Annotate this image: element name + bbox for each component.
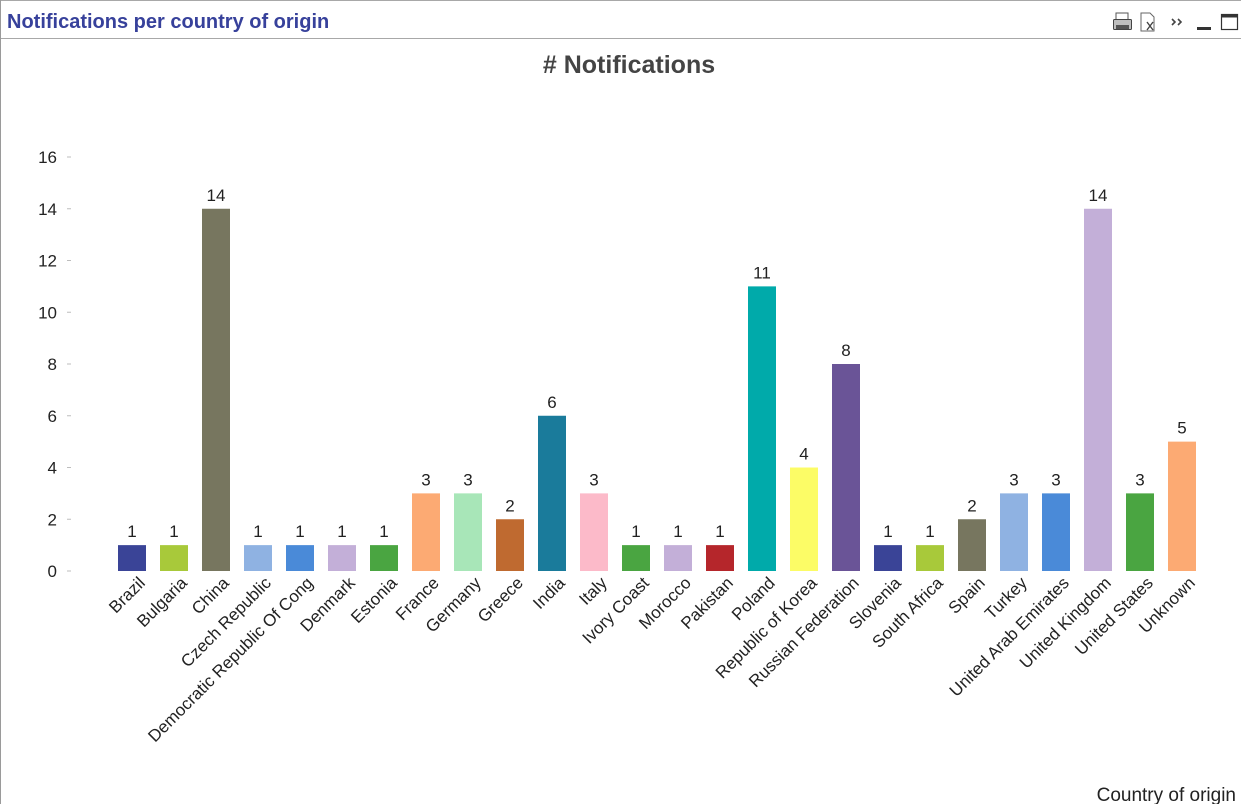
bar[interactable] [538,415,566,571]
bar[interactable] [1168,441,1196,571]
bar[interactable] [1042,493,1070,571]
bar[interactable] [580,493,608,571]
bar[interactable] [412,493,440,571]
data-label: 1 [673,522,682,541]
data-label: 1 [715,522,724,541]
bar[interactable] [202,208,230,571]
y-tick-label: 2 [48,510,57,529]
y-tick-label: 16 [38,148,57,167]
x-tick-label: Italy [575,573,611,609]
data-label: 5 [1177,419,1186,438]
caption-tools [1112,11,1241,33]
data-label: 1 [253,522,262,541]
data-label: 8 [841,341,850,360]
window-caption-bar[interactable]: Notifications per country of origin [1,0,1241,39]
data-label: 1 [337,522,346,541]
data-label: 1 [127,522,136,541]
data-label: 1 [925,522,934,541]
y-tick-label: 10 [38,303,57,322]
data-label: 3 [463,470,472,489]
data-label: 1 [379,522,388,541]
chart-title: # Notifications [543,51,715,79]
bar[interactable] [244,545,272,571]
bar[interactable] [790,467,818,572]
bar[interactable] [370,545,398,571]
data-label: 3 [1051,470,1060,489]
data-label: 14 [1089,186,1108,205]
x-tick-label: Greece [474,573,527,626]
y-tick-label: 6 [48,407,57,426]
send-to-excel-icon[interactable] [1138,11,1160,33]
data-label: 1 [295,522,304,541]
bar[interactable] [160,545,188,571]
x-tick-label: Estonia [347,573,401,627]
bar[interactable] [496,519,524,571]
data-label: 4 [799,445,808,464]
bar[interactable] [832,364,860,571]
data-label: 3 [421,470,430,489]
bar[interactable] [118,545,146,571]
data-label: 1 [169,522,178,541]
data-label: 14 [207,186,226,205]
x-axis-title: Country of origin [1097,785,1236,804]
bar[interactable] [1084,208,1112,571]
more-options-icon[interactable] [1168,11,1188,33]
maximize-icon[interactable] [1218,11,1241,33]
y-axis: 0 2 4 6 8 10 12 14 16 [38,148,71,581]
bar[interactable] [622,545,650,571]
y-tick-label: 12 [38,252,57,271]
window-title: Notifications per country of origin [7,11,330,33]
y-tick-label: 4 [48,459,57,478]
x-tick-label: India [529,573,569,613]
data-label: 3 [589,470,598,489]
data-label: 11 [753,263,771,282]
data-label: 2 [967,496,976,515]
bar[interactable] [1126,493,1154,571]
bars [118,208,1196,572]
bar[interactable] [874,545,902,571]
minimize-icon[interactable] [1194,11,1214,33]
bar[interactable] [1000,493,1028,571]
y-tick-label: 0 [48,562,57,581]
data-label: 6 [547,393,556,412]
bar[interactable] [748,286,776,571]
y-tick-label: 14 [38,200,57,219]
bar[interactable] [328,545,356,571]
print-icon[interactable] [1112,11,1134,33]
bar[interactable] [706,545,734,571]
data-label: 2 [505,496,514,515]
bar[interactable] [916,545,944,571]
y-tick-label: 8 [48,355,57,374]
data-label: 3 [1135,470,1144,489]
bar[interactable] [664,545,692,571]
data-label: 3 [1009,470,1018,489]
bar[interactable] [454,493,482,571]
data-label: 1 [883,522,892,541]
bar[interactable] [958,519,986,571]
data-label: 1 [631,522,640,541]
bar[interactable] [286,545,314,571]
